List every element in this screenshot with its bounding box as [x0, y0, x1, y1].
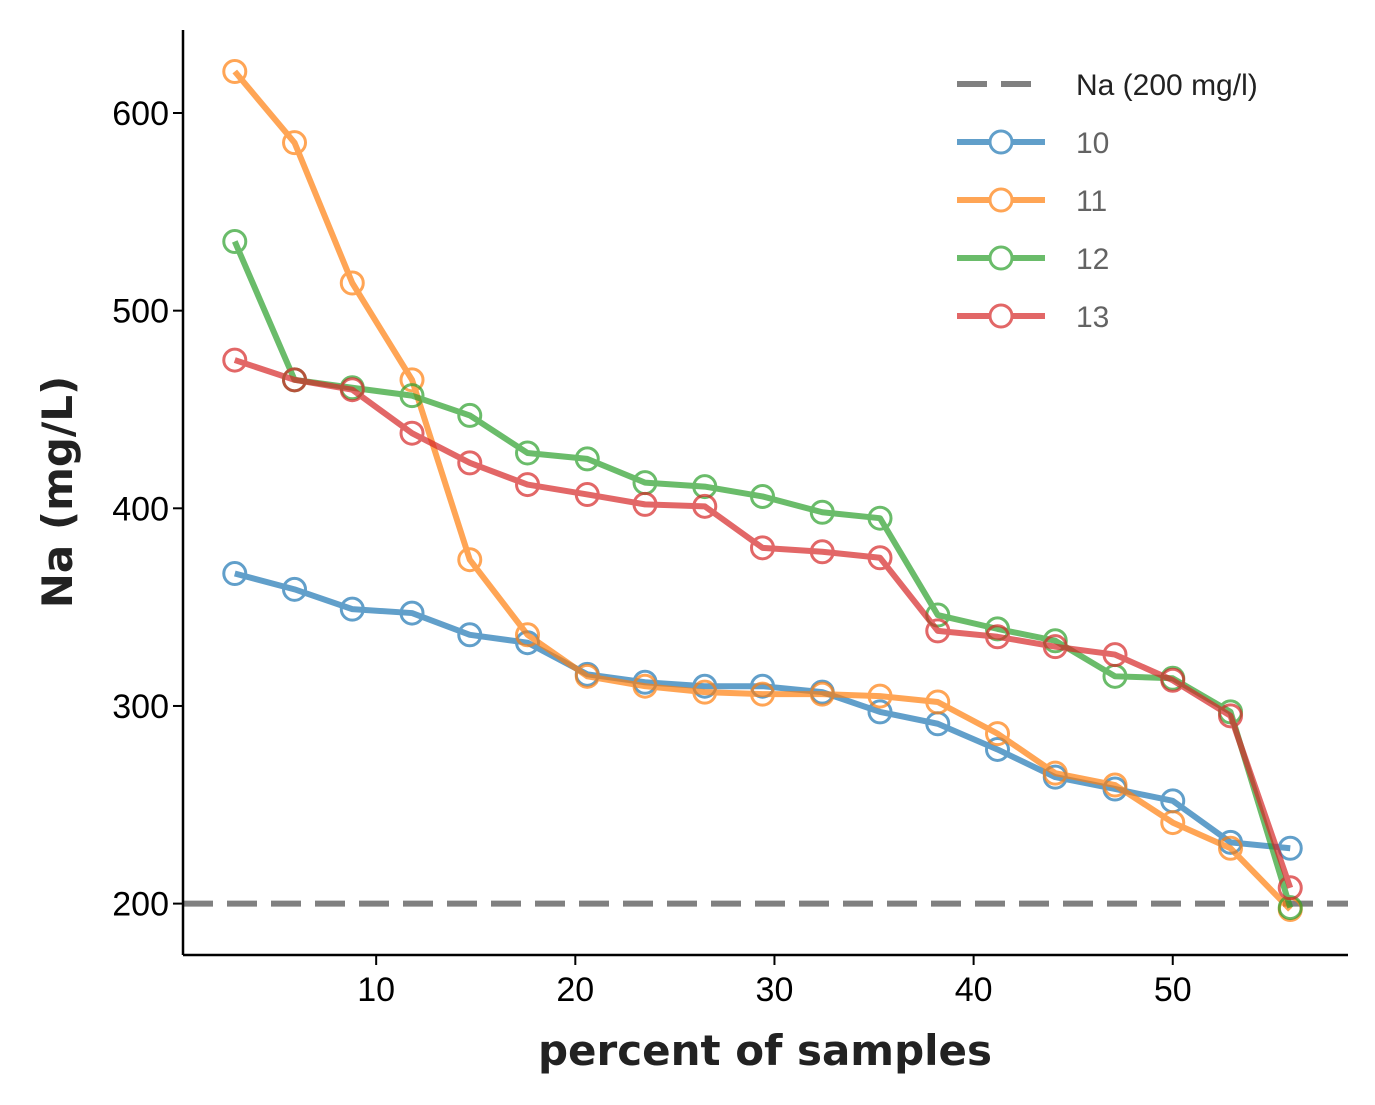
legend-marker — [988, 187, 1014, 213]
data-point — [1277, 875, 1303, 901]
legend-marker — [988, 245, 1014, 271]
data-point — [809, 499, 835, 525]
data-point — [750, 681, 776, 707]
x-tick-label: 50 — [1154, 971, 1192, 1009]
data-point — [399, 383, 425, 409]
legend-item-10: 10 — [957, 127, 1109, 160]
series-line-12 — [232, 240, 1294, 909]
ticks: 10 20 30 40 50 200 300 400 500 600 — [112, 95, 1191, 1009]
data-point — [515, 472, 541, 498]
data-point — [457, 622, 483, 648]
data-point — [985, 616, 1011, 642]
series-13 — [222, 347, 1303, 901]
data-point — [985, 721, 1011, 747]
data-point — [515, 622, 541, 648]
series-line-13 — [233, 357, 1294, 889]
data-point — [1160, 667, 1186, 693]
data-point — [222, 561, 248, 587]
data-point — [282, 367, 308, 393]
data-point — [282, 576, 308, 602]
data-point — [339, 596, 365, 622]
data-point — [399, 420, 425, 446]
data-point — [282, 130, 308, 156]
data-point — [985, 624, 1011, 650]
data-point — [222, 59, 248, 85]
data-point — [750, 483, 776, 509]
data-point — [1042, 634, 1068, 660]
legend-item-13: 13 — [957, 301, 1109, 334]
data-point — [457, 402, 483, 428]
data-point — [867, 699, 893, 725]
data-point — [867, 505, 893, 531]
series-line-10 — [234, 570, 1291, 852]
legend-item-12: 12 — [957, 243, 1109, 276]
data-point — [1042, 760, 1068, 786]
data-point — [1102, 772, 1128, 798]
legend-label: 10 — [1076, 127, 1109, 160]
series-layer — [222, 59, 1303, 923]
y-tick-label: 200 — [112, 886, 169, 924]
data-point — [1277, 895, 1303, 921]
data-point — [925, 618, 951, 644]
x-tick-label: 40 — [955, 971, 993, 1009]
y-axis-title: Na (mg/L) — [33, 376, 82, 608]
data-point — [632, 673, 658, 699]
data-point — [750, 673, 776, 699]
x-tick-label: 30 — [756, 971, 794, 1009]
data-point — [692, 493, 718, 519]
data-point — [1218, 835, 1244, 861]
data-point — [985, 736, 1011, 762]
data-point — [515, 440, 541, 466]
series-11 — [222, 59, 1303, 923]
data-point — [457, 547, 483, 573]
data-point — [867, 545, 893, 571]
x-tick-label: 10 — [357, 971, 395, 1009]
data-point — [399, 367, 425, 393]
legend-marker — [988, 303, 1014, 329]
data-point — [574, 481, 600, 507]
data-point — [1218, 703, 1244, 729]
data-point — [574, 663, 600, 689]
y-tick-label: 600 — [112, 95, 169, 133]
y-tick-label: 400 — [112, 490, 169, 528]
data-point — [399, 600, 425, 626]
x-axis-title: percent of samples — [538, 1026, 992, 1075]
data-point — [809, 681, 835, 707]
y-tick-label: 300 — [112, 688, 169, 726]
data-point — [457, 450, 483, 476]
legend-label: 11 — [1076, 185, 1107, 218]
data-point — [1102, 642, 1128, 668]
legend-marker — [988, 129, 1014, 155]
legend-label: 13 — [1076, 301, 1109, 334]
y-tick-label: 500 — [112, 293, 169, 331]
legend-item-11: 11 — [957, 185, 1107, 218]
data-point — [809, 539, 835, 565]
data-point — [925, 689, 951, 715]
x-tick-label: 20 — [556, 971, 594, 1009]
data-point — [222, 347, 248, 373]
legend-label: 12 — [1076, 243, 1109, 276]
data-point — [574, 446, 600, 472]
data-point — [339, 270, 365, 296]
series-10 — [222, 561, 1303, 861]
data-point — [632, 491, 658, 517]
data-point — [867, 683, 893, 709]
legend-item-reference: Na (200 mg/l) — [957, 69, 1258, 102]
data-point — [692, 679, 718, 705]
data-point — [750, 535, 776, 561]
axes — [181, 30, 1348, 957]
data-point — [692, 474, 718, 500]
series-line-11 — [232, 69, 1293, 912]
legend: Na (200 mg/l) 10 11 12 13 — [957, 69, 1258, 334]
data-point — [339, 377, 365, 403]
legend-label: Na (200 mg/l) — [1076, 69, 1258, 102]
data-point — [1160, 810, 1186, 836]
data-point — [222, 228, 248, 254]
